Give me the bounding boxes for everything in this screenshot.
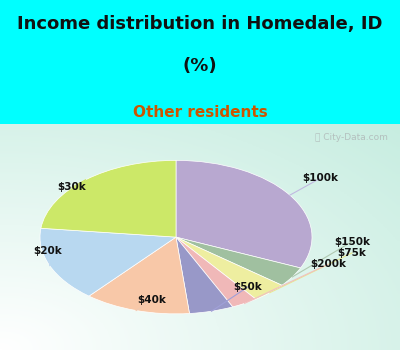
Wedge shape [176, 237, 233, 314]
Text: $150k: $150k [334, 237, 370, 247]
Text: $100k: $100k [302, 174, 338, 183]
Text: $75k: $75k [338, 248, 366, 258]
Text: $40k: $40k [138, 295, 166, 305]
Text: ⓘ City-Data.com: ⓘ City-Data.com [315, 133, 388, 142]
Text: $200k: $200k [310, 259, 346, 269]
Wedge shape [41, 160, 176, 237]
Wedge shape [89, 237, 190, 314]
Text: Income distribution in Homedale, ID: Income distribution in Homedale, ID [17, 15, 383, 33]
Wedge shape [176, 160, 312, 268]
Text: $20k: $20k [34, 246, 62, 256]
Wedge shape [40, 228, 176, 296]
Wedge shape [176, 237, 256, 307]
Text: $30k: $30k [58, 182, 86, 192]
Wedge shape [176, 237, 300, 285]
Text: (%): (%) [183, 57, 217, 76]
Text: Other residents: Other residents [133, 105, 267, 120]
Wedge shape [176, 237, 282, 299]
Text: $50k: $50k [234, 282, 262, 292]
